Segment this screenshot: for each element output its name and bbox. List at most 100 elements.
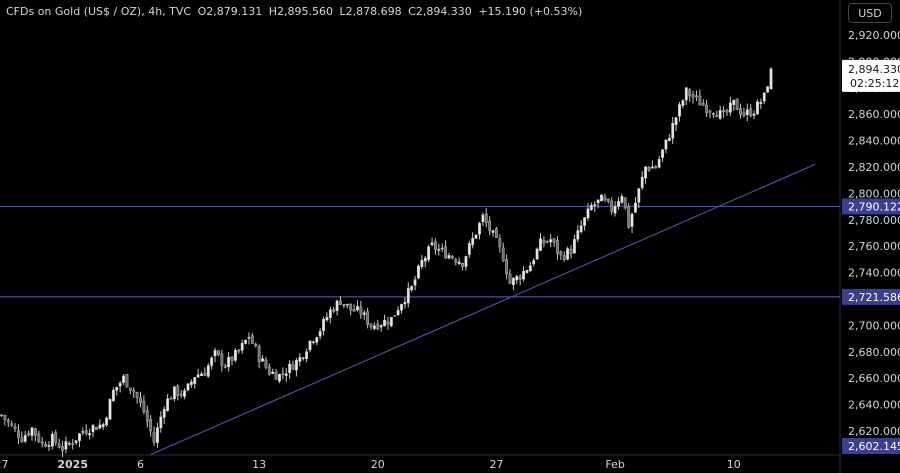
candle-body bbox=[654, 166, 658, 169]
candle-body bbox=[454, 259, 458, 263]
candle-body bbox=[44, 444, 47, 447]
candle-body bbox=[406, 287, 410, 304]
candle-body bbox=[101, 424, 105, 427]
candle-body bbox=[81, 431, 85, 433]
y-tick-label: 2,820.000 bbox=[848, 161, 900, 174]
candle-body bbox=[698, 95, 702, 106]
candle-body bbox=[176, 385, 180, 396]
candle-body bbox=[420, 260, 424, 267]
candle-body bbox=[620, 196, 624, 203]
candle-body bbox=[71, 443, 75, 445]
candle-body bbox=[159, 416, 163, 429]
y-tick-label: 2,760.000 bbox=[848, 240, 900, 253]
candle-body bbox=[284, 373, 288, 376]
candle-body bbox=[172, 386, 176, 400]
candle-body bbox=[234, 350, 237, 361]
candle-body bbox=[457, 261, 461, 264]
candle-body bbox=[491, 230, 495, 233]
candle-body bbox=[373, 325, 376, 329]
candle-body bbox=[227, 357, 231, 368]
candle-body bbox=[535, 248, 539, 260]
candle-body bbox=[684, 87, 688, 101]
price-axis[interactable]: 2,620.000 2,640.000 2,660.000 2,680.000 2,70… bbox=[842, 29, 900, 454]
candle-body bbox=[379, 325, 383, 328]
candle-body bbox=[732, 99, 736, 105]
candle-body bbox=[149, 419, 153, 432]
candle-body bbox=[240, 342, 244, 351]
level-price-label bbox=[842, 288, 900, 305]
candle-body bbox=[586, 208, 590, 219]
candle-body bbox=[308, 340, 312, 351]
candle-body bbox=[647, 167, 651, 171]
candle-body bbox=[369, 323, 373, 328]
y-tick-label: 2,860.000 bbox=[848, 108, 900, 121]
candle-body bbox=[64, 441, 68, 450]
candle-body bbox=[576, 230, 580, 240]
candle-body bbox=[637, 188, 641, 203]
candle-body bbox=[423, 257, 427, 262]
candle-body bbox=[664, 139, 668, 150]
candle-body bbox=[257, 346, 261, 363]
candle-body bbox=[417, 265, 420, 279]
candle-body bbox=[288, 363, 292, 374]
candle-body bbox=[274, 371, 278, 380]
candle-body bbox=[650, 166, 654, 169]
candle-body bbox=[50, 433, 54, 447]
candle-body bbox=[386, 321, 390, 325]
candle-body bbox=[352, 309, 356, 312]
candle-body bbox=[525, 270, 529, 273]
candle-body bbox=[552, 238, 556, 243]
candle-body bbox=[596, 199, 600, 204]
candle-body bbox=[603, 196, 607, 201]
candle-body bbox=[640, 176, 644, 188]
time-axis[interactable]: 27 2025 6 13 20 27 Feb 10 bbox=[0, 458, 741, 471]
candle-body bbox=[34, 428, 37, 436]
candle-body bbox=[444, 246, 447, 259]
trendline-layer[interactable] bbox=[150, 163, 816, 456]
candle-body bbox=[701, 103, 705, 106]
horizontal-lines[interactable] bbox=[0, 205, 840, 298]
candle-body bbox=[508, 273, 512, 284]
candle-body bbox=[142, 400, 146, 412]
candle-body bbox=[376, 323, 380, 330]
candle-body bbox=[267, 366, 271, 375]
candle-body bbox=[671, 122, 675, 139]
candle-body bbox=[78, 433, 81, 441]
candle-body bbox=[579, 225, 583, 233]
countdown-text: 02:25:12 bbox=[850, 77, 899, 90]
candle-body bbox=[691, 94, 695, 98]
symbol-header: CFDs on Gold (US$ / OZ), 4h, TVC O2,879.… bbox=[6, 5, 585, 18]
candle-body bbox=[108, 399, 112, 420]
candle-body bbox=[339, 300, 342, 305]
candle-body bbox=[722, 110, 725, 112]
candle-body bbox=[145, 410, 149, 422]
candle-body bbox=[630, 213, 634, 227]
candle-body bbox=[61, 446, 64, 451]
candle-body bbox=[105, 417, 108, 426]
candle-body bbox=[718, 109, 722, 119]
candle-body bbox=[739, 108, 742, 115]
ohlc-open: O2,879.131 bbox=[197, 5, 263, 18]
currency-button[interactable]: USD bbox=[848, 3, 892, 23]
candle-body bbox=[606, 198, 610, 202]
candle-body bbox=[349, 303, 353, 311]
candle-body bbox=[213, 350, 217, 357]
ohlc-close: C2,894.330 bbox=[408, 5, 472, 18]
candle-body bbox=[413, 279, 417, 286]
candle-body bbox=[573, 239, 576, 254]
symbol-title[interactable]: CFDs on Gold (US$ / OZ), 4h, TVC bbox=[6, 5, 192, 18]
candle-body bbox=[518, 276, 522, 280]
candle-body bbox=[23, 435, 27, 442]
candle-body bbox=[125, 374, 129, 388]
x-tick-label: 27 bbox=[489, 458, 503, 471]
y-tick-label: 2,800.000 bbox=[848, 187, 900, 200]
candle-body bbox=[210, 357, 214, 366]
candle-body bbox=[461, 263, 464, 267]
candle-body bbox=[278, 374, 281, 382]
candle-body bbox=[481, 214, 485, 222]
candle-body bbox=[37, 433, 41, 442]
candle-body bbox=[20, 437, 24, 442]
candle-body bbox=[67, 442, 71, 445]
candle-body bbox=[681, 100, 685, 106]
